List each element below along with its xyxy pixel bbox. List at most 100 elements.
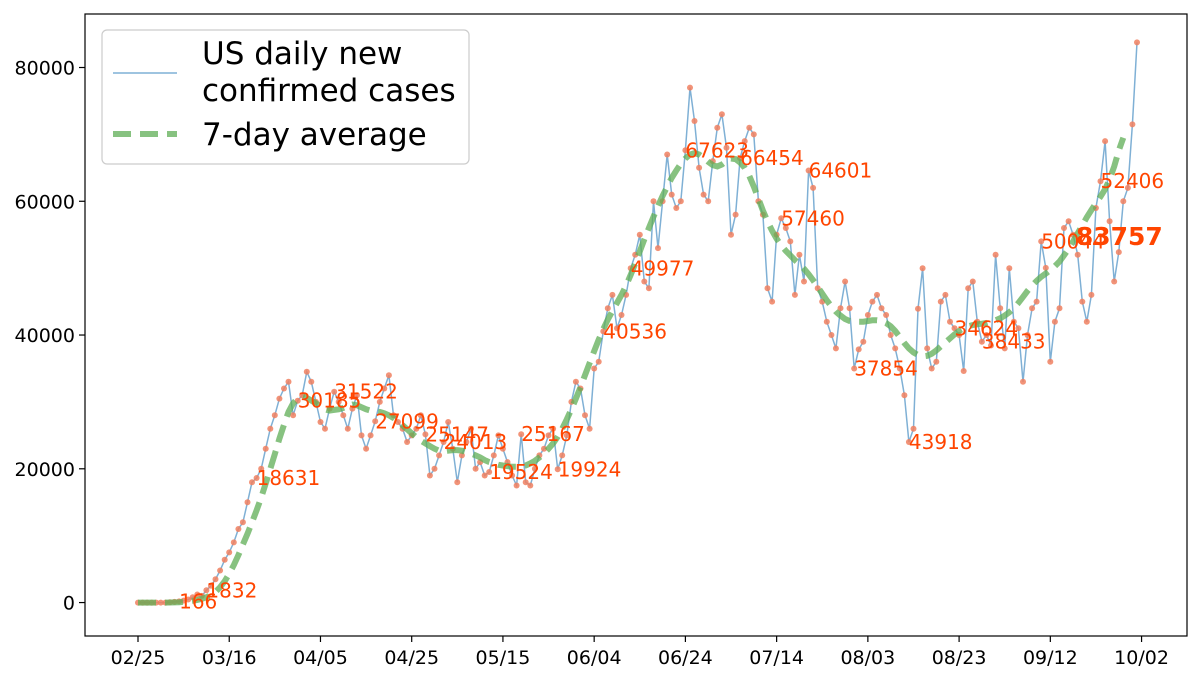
- value-annotation: 31522: [334, 380, 398, 404]
- daily-cases-point: [226, 549, 233, 556]
- daily-cases-point: [212, 576, 219, 583]
- daily-cases-point: [262, 445, 269, 452]
- daily-cases-point: [705, 198, 712, 205]
- daily-cases-point: [559, 452, 566, 459]
- daily-cases-point: [1079, 298, 1086, 305]
- daily-cases-point: [426, 472, 433, 479]
- legend-box: [101, 29, 470, 165]
- daily-cases-point: [600, 328, 607, 335]
- value-annotation: 30185: [298, 389, 362, 413]
- daily-cases-point: [454, 479, 461, 486]
- daily-cases-point: [591, 365, 598, 372]
- daily-cases-point: [901, 392, 908, 399]
- daily-cases-point: [1042, 264, 1049, 271]
- daily-cases-point: [285, 378, 292, 385]
- daily-cases-point: [796, 251, 803, 258]
- x-tick-label: 03/16: [202, 647, 257, 669]
- daily-cases-point: [221, 556, 228, 563]
- daily-cases-point: [1124, 184, 1131, 191]
- daily-cases-point: [244, 499, 251, 506]
- value-annotation: 57460: [781, 206, 845, 230]
- daily-cases-point: [1024, 332, 1031, 338]
- y-tick-label: 80000: [15, 58, 75, 80]
- daily-cases-point: [595, 358, 602, 365]
- daily-cases-point: [586, 425, 593, 432]
- daily-cases-point: [677, 198, 684, 205]
- daily-cases-point: [860, 338, 867, 345]
- daily-cases-point: [1088, 291, 1095, 298]
- daily-cases-point: [486, 469, 493, 475]
- daily-cases-point: [385, 372, 392, 379]
- daily-cases-point: [919, 265, 926, 272]
- daily-cases-series: [138, 42, 1138, 604]
- daily-cases-point: [545, 432, 552, 439]
- daily-cases-point: [518, 431, 525, 438]
- value-annotation: 40536: [603, 319, 667, 343]
- daily-cases-point: [381, 385, 388, 392]
- daily-cases-point: [372, 418, 379, 425]
- plot-frame: [84, 13, 1188, 637]
- daily-cases-point: [363, 445, 370, 452]
- daily-cases-point: [1129, 121, 1136, 128]
- daily-cases-point: [604, 305, 611, 312]
- daily-cases-point: [791, 291, 798, 298]
- daily-cases-point: [404, 439, 411, 445]
- daily-cases-point: [769, 298, 776, 305]
- daily-cases-point: [376, 398, 383, 405]
- daily-cases-point: [1015, 325, 1022, 332]
- value-annotation: 50044: [1041, 229, 1105, 253]
- daily-cases-point: [271, 412, 278, 419]
- daily-cases-point: [522, 479, 529, 486]
- daily-cases-point: [851, 365, 858, 372]
- daily-cases-point: [513, 482, 520, 489]
- daily-cases-point: [732, 211, 739, 218]
- daily-cases-point: [723, 144, 730, 151]
- daily-cases-point: [249, 479, 255, 486]
- daily-cases-point: [281, 385, 287, 392]
- daily-cases-point: [563, 432, 570, 439]
- daily-cases-point: [367, 432, 374, 439]
- daily-cases-point: [696, 164, 703, 171]
- value-annotation: 19924: [558, 457, 622, 481]
- x-tick-label: 04/05: [293, 647, 348, 669]
- daily-cases-point: [810, 184, 817, 191]
- daily-cases-point: [185, 596, 192, 603]
- daily-cases-point: [258, 465, 265, 472]
- daily-cases-point: [468, 425, 474, 432]
- daily-cases-point: [673, 205, 680, 211]
- daily-cases-point: [691, 118, 698, 124]
- x-tick-label: 04/25: [384, 647, 439, 669]
- daily-cases-point: [531, 465, 538, 472]
- daily-cases-point: [782, 225, 789, 231]
- daily-cases-point: [1111, 278, 1118, 285]
- daily-cases-point: [614, 325, 620, 332]
- value-annotation: 166: [179, 589, 217, 613]
- x-tick-label: 08/23: [932, 647, 987, 669]
- daily-cases-point: [636, 231, 643, 238]
- legend-daily-label-line2: confirmed cases: [202, 73, 456, 109]
- daily-cases-point: [582, 412, 588, 419]
- daily-cases-point: [267, 425, 274, 432]
- y-tick-label: 60000: [15, 191, 75, 213]
- daily-cases-point: [988, 342, 994, 349]
- x-tick-label: 05/15: [476, 647, 531, 669]
- daily-cases-point: [239, 519, 246, 526]
- daily-cases-point: [878, 305, 885, 312]
- daily-cases-point: [203, 587, 210, 594]
- daily-cases-point: [992, 251, 999, 258]
- daily-cases-point: [1074, 251, 1081, 258]
- daily-cases-point: [1029, 305, 1036, 312]
- daily-cases-point: [687, 84, 693, 91]
- daily-cases-point: [395, 419, 401, 425]
- daily-cases-point: [541, 445, 547, 452]
- x-tick-label: 09/12: [1023, 647, 1078, 669]
- daily-cases-point: [463, 439, 470, 445]
- legend: US daily new confirmed cases 7-day avera…: [101, 29, 470, 165]
- daily-cases-point: [317, 419, 324, 425]
- daily-cases-point: [965, 285, 972, 292]
- daily-cases-point: [290, 412, 297, 419]
- daily-cases-point: [1106, 218, 1113, 225]
- value-annotation: 18631: [257, 466, 321, 490]
- value-annotation: 34624: [955, 316, 1019, 340]
